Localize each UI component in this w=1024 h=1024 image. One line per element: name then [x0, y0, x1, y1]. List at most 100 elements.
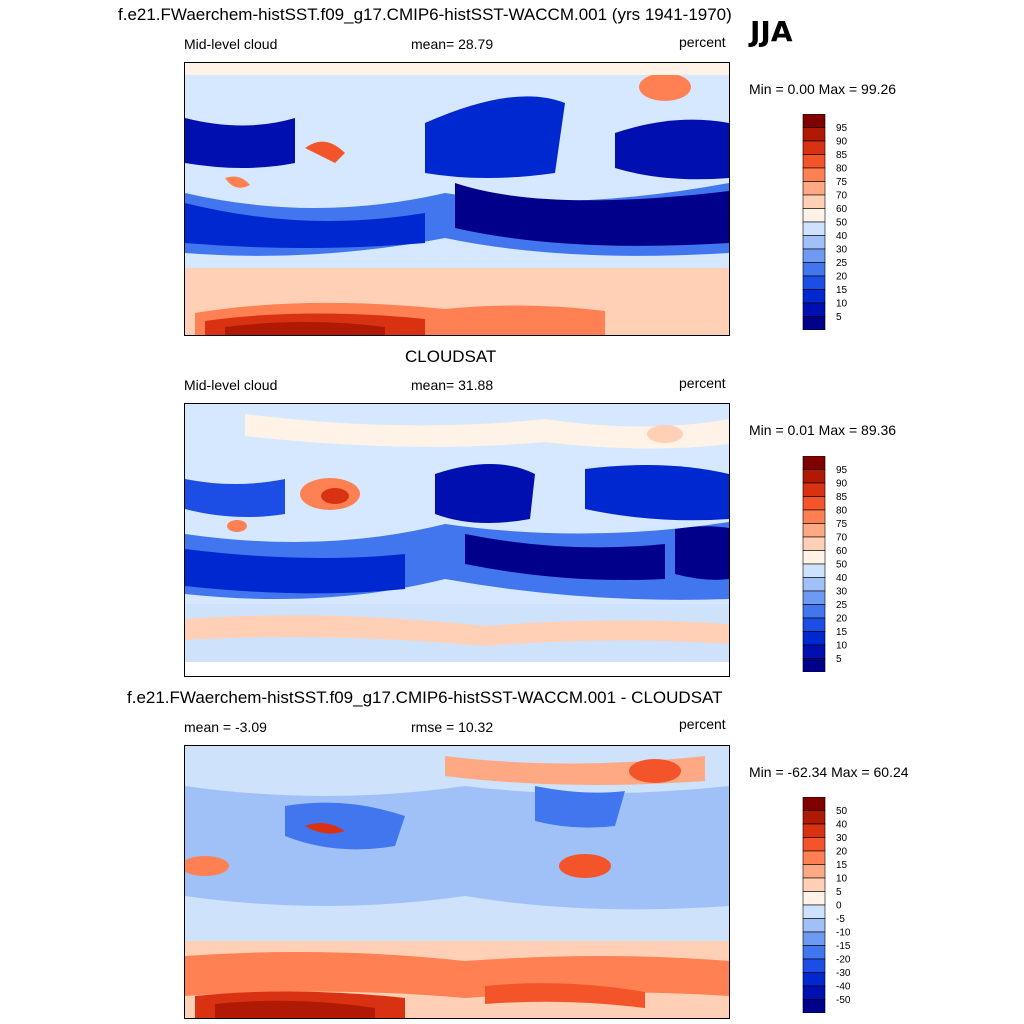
panel-1-colorbar-tick-label: 50 [836, 218, 848, 229]
panel-1-colorbar: 95 90 85 80 75 70 60 50 40 30 25 20 15 10 5 [802, 114, 848, 330]
panel-3-colorbar-box [802, 850, 826, 865]
panel-3-colorbar-tick-label: 20 [836, 847, 848, 858]
panel-3-colorbar-box [802, 958, 826, 973]
panel-2-colorbar-box [802, 536, 826, 551]
panel-3-colorbar-tick-label: -15 [836, 941, 851, 952]
panel-2-colorbar-box [802, 644, 826, 659]
panel-3-colorbar-box [802, 797, 826, 811]
panel-1-mean-label: mean= 28.79 [411, 36, 494, 52]
panel-1-map-field [185, 63, 729, 335]
panel-2-mean-label: mean= 31.88 [411, 377, 494, 393]
panel-3-mean-label: mean = -3.09 [184, 719, 267, 735]
panel-2-colorbar: 95 90 85 80 75 70 60 50 40 30 25 20 15 10 5 [802, 456, 848, 672]
panel-1-colorbar-tick-label: 20 [836, 272, 848, 283]
panel-1-colorbar-box [802, 167, 826, 182]
panel-1-colorbar-box [802, 221, 826, 236]
panel-2-colorbar-tick-label: 10 [836, 641, 848, 652]
panel-3-colorbar-box [802, 985, 826, 1000]
panel-3-colorbar-box [802, 999, 826, 1013]
panel-1-colorbar-box [802, 248, 826, 263]
panel-3-colorbar-box [802, 823, 826, 838]
panel-2-units-label: percent [679, 375, 726, 391]
panel-2-colorbar-box [802, 631, 826, 646]
panel-1-colorbar-box [802, 235, 826, 250]
panel-2-colorbar-box [802, 469, 826, 484]
panel-2-colorbar-tick-label: 85 [836, 492, 848, 503]
panel-1-colorbar-tick-label: 60 [836, 204, 848, 215]
panel-3-colorbar-box [802, 877, 826, 892]
panel-2-colorbar-tick-label: 75 [836, 519, 848, 530]
panel-2-colorbar-tick-label: 40 [836, 573, 848, 584]
panel-3-colorbar-tick-label: -40 [836, 982, 851, 993]
panel-2-colorbar-box [802, 590, 826, 605]
panel-2-colorbar-box [802, 456, 826, 470]
panel-2-colorbar-tick-label: 25 [836, 600, 848, 611]
panel-2-colorbar-box [802, 496, 826, 511]
panel-1-colorbar-tick-label: 10 [836, 299, 848, 310]
panel-3-title: f.e21.FWaerchem-histSST.f09_g17.CMIP6-hi… [127, 688, 723, 707]
panel-3-colorbar-box [802, 864, 826, 879]
panel-3-colorbar-box [802, 945, 826, 960]
panel-2-colorbar-tick-label: 50 [836, 560, 848, 571]
panel-2-colorbar-tick-label: 5 [836, 654, 842, 665]
panel-3-colorbar-box [802, 972, 826, 987]
panel-1-colorbar-box [802, 127, 826, 142]
panel-3-map [184, 745, 730, 1019]
panel-2-colorbar-box [802, 482, 826, 497]
panel-3-colorbar-tick-label: -5 [836, 914, 845, 925]
panel-1-colorbar-box [802, 316, 826, 330]
panel-2-colorbar-box [802, 523, 826, 538]
panel-3-colorbar-box [802, 810, 826, 825]
panel-1-colorbar-box [802, 154, 826, 169]
panel-1-colorbar-box [802, 181, 826, 196]
panel-3-colorbar-tick-label: 0 [836, 901, 842, 912]
panel-1-colorbar-box [802, 302, 826, 317]
panel-1-colorbar-tick-label: 75 [836, 177, 848, 188]
panel-3-colorbar-box [802, 837, 826, 852]
panel-2-map-field [185, 404, 729, 676]
panel-3-rmse-label: rmse = 10.32 [411, 719, 494, 735]
panel-3-colorbar-tick-label: -10 [836, 928, 851, 939]
panel-3-units-label: percent [679, 716, 726, 732]
panel-2-colorbar-tick-label: 20 [836, 614, 848, 625]
panel-3-minmax-label: Min = -62.34 Max = 60.24 [749, 764, 909, 780]
panel-2-colorbar-box [802, 563, 826, 578]
panel-2-colorbar-tick-label: 15 [836, 627, 848, 638]
panel-1-colorbar-tick-label: 30 [836, 245, 848, 256]
panel-2-colorbar-tick-label: 30 [836, 587, 848, 598]
panel-1-units-label: percent [679, 34, 726, 50]
panel-1-colorbar-tick-label: 40 [836, 231, 848, 242]
panel-1-minmax-label: Min = 0.00 Max = 99.26 [749, 81, 897, 97]
panel-1-colorbar-tick-label: 15 [836, 285, 848, 296]
panel-2-colorbar-tick-label: 80 [836, 506, 848, 517]
panel-2-minmax-label: Min = 0.01 Max = 89.36 [749, 422, 897, 438]
panel-3-colorbar-box [802, 904, 826, 919]
panel-1-colorbar-box [802, 140, 826, 155]
panel-3-colorbar-tick-label: -50 [836, 995, 851, 1006]
panel-3-colorbar-tick-label: 10 [836, 874, 848, 885]
panel-1-colorbar-tick-label: 85 [836, 150, 848, 161]
panel-2-colorbar-box [802, 550, 826, 565]
panel-2-colorbar-tick-label: 70 [836, 533, 848, 544]
panel-2-title: CLOUDSAT [405, 347, 497, 366]
panel-2-colorbar-box [802, 604, 826, 619]
panel-1-colorbar-tick-label: 5 [836, 312, 842, 323]
panel-3-colorbar-tick-label: 40 [836, 820, 848, 831]
panel-2-colorbar-box [802, 577, 826, 592]
panel-3-colorbar-box [802, 931, 826, 946]
panel-1-variable-label: Mid-level cloud [184, 36, 278, 52]
panel-2-colorbar-tick-label: 60 [836, 546, 848, 557]
panel-1-colorbar-tick-label: 90 [836, 137, 848, 148]
panel-2-colorbar-tick-label: 90 [836, 479, 848, 490]
panel-1-title: f.e21.FWaerchem-histSST.f09_g17.CMIP6-hi… [118, 5, 732, 24]
panel-2-colorbar-tick-label: 95 [836, 465, 848, 476]
panel-1-colorbar-box [802, 275, 826, 290]
panel-2-variable-label: Mid-level cloud [184, 377, 278, 393]
panel-1-colorbar-box [802, 289, 826, 304]
panel-3-colorbar-tick-label: -30 [836, 968, 851, 979]
panel-2-colorbar-box [802, 617, 826, 632]
panel-1-colorbar-tick-label: 95 [836, 123, 848, 134]
panel-1-colorbar-box [802, 194, 826, 209]
panel-3-colorbar-tick-label: 30 [836, 833, 848, 844]
